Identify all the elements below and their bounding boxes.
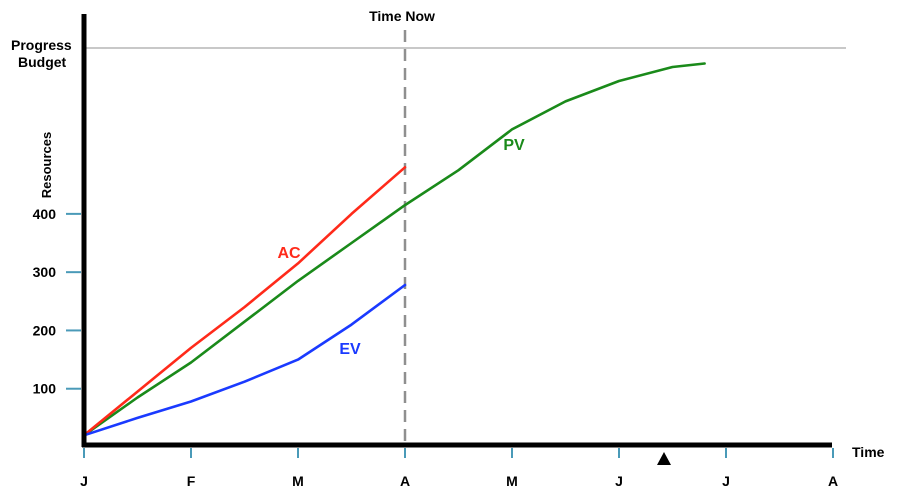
budget-label-progress: Progress	[11, 37, 72, 53]
x-axis-label: Time	[852, 444, 885, 460]
y-tick-label: 100	[33, 381, 57, 397]
series-line-ev	[82, 283, 407, 437]
y-tick-label: 300	[33, 264, 57, 280]
x-tick-label: A	[400, 473, 410, 489]
y-axis-label: Resources	[39, 132, 54, 198]
y-tick-label: 400	[33, 206, 57, 222]
x-tick-label: J	[615, 473, 623, 489]
series-label-ac: AC	[277, 245, 301, 262]
x-tick-label: J	[722, 473, 730, 489]
budget-label-budget: Budget	[18, 54, 67, 70]
x-tick-label: J	[80, 473, 88, 489]
series-label-pv: PV	[503, 137, 525, 154]
x-tick-label: F	[187, 473, 196, 489]
x-tick-label: M	[292, 473, 304, 489]
x-tick-label: M	[506, 473, 518, 489]
y-tick-label: 200	[33, 322, 57, 338]
time-now-label: Time Now	[369, 8, 435, 24]
series-label-ev: EV	[339, 341, 361, 358]
x-tick-label: A	[828, 473, 838, 489]
series-line-pv	[82, 62, 706, 437]
completion-marker-icon	[657, 452, 671, 465]
series-line-ac	[82, 166, 407, 437]
